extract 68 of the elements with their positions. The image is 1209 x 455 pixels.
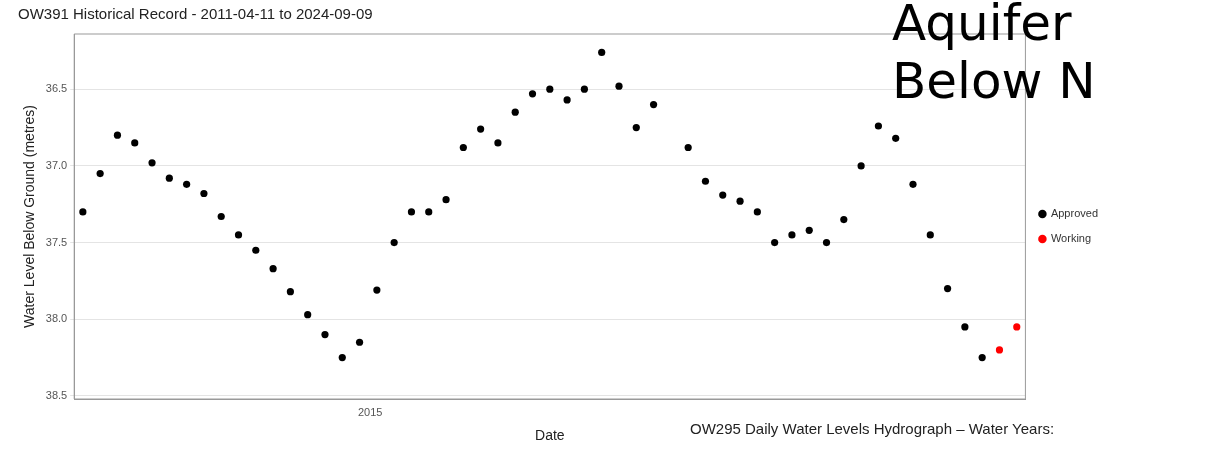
point	[719, 191, 727, 199]
point	[649, 100, 658, 109]
point	[978, 353, 986, 362]
point	[459, 143, 467, 152]
point	[148, 159, 156, 167]
point	[355, 338, 364, 346]
point	[788, 231, 796, 239]
point	[234, 231, 243, 239]
point	[286, 288, 294, 296]
point	[771, 238, 779, 247]
y-tick-label: 37.0	[45, 158, 68, 171]
point	[943, 284, 952, 293]
point	[183, 180, 191, 188]
point	[892, 134, 900, 142]
point	[511, 108, 519, 116]
point	[563, 96, 571, 104]
point	[200, 189, 208, 198]
point	[79, 208, 87, 216]
point	[269, 265, 277, 273]
point	[598, 48, 606, 56]
point	[857, 162, 865, 170]
point	[736, 197, 744, 205]
point	[1013, 323, 1021, 331]
point	[701, 177, 710, 185]
y-tick-label: 37.5	[45, 235, 68, 248]
point	[909, 180, 917, 188]
point	[753, 208, 761, 216]
point	[407, 208, 416, 216]
point	[684, 143, 692, 152]
y-axis-title: Water Level Below Ground (metres)	[21, 105, 38, 328]
point	[494, 139, 502, 147]
point	[580, 85, 588, 93]
y-tick-label: 38.0	[45, 312, 68, 325]
point	[304, 311, 312, 319]
point	[995, 346, 1004, 354]
point	[442, 196, 450, 204]
point	[874, 122, 883, 130]
point	[477, 125, 485, 133]
point	[615, 82, 623, 90]
point	[96, 169, 104, 178]
point	[217, 212, 225, 221]
point	[252, 246, 260, 254]
point	[840, 215, 848, 224]
point	[632, 123, 640, 132]
point	[805, 226, 813, 234]
annotation: Aquifer	[892, 0, 1072, 52]
legend-label: Approved	[1050, 207, 1099, 220]
text: 2015	[358, 406, 383, 418]
chart-title: OW391 Historical Record - 2011-04-11 to 2024-09-09	[18, 5, 373, 23]
text: OW295 Daily Water Levels Hydrograph – Water Years:	[690, 420, 1055, 437]
point	[528, 90, 537, 98]
y-tick-label: 36.5	[45, 82, 68, 95]
point	[961, 323, 969, 331]
point	[165, 174, 173, 182]
point	[390, 238, 398, 247]
y-tick-label: 38.5	[45, 388, 68, 401]
annotation: Below N	[892, 52, 1096, 110]
legend-label: Working	[1050, 232, 1092, 245]
point	[926, 231, 934, 239]
point	[113, 131, 122, 139]
point	[425, 208, 433, 216]
x-axis-title: Date	[535, 427, 565, 444]
point	[321, 330, 329, 339]
point	[822, 238, 831, 247]
point	[373, 286, 381, 294]
point	[338, 353, 346, 362]
point	[546, 85, 554, 93]
point	[131, 139, 139, 147]
